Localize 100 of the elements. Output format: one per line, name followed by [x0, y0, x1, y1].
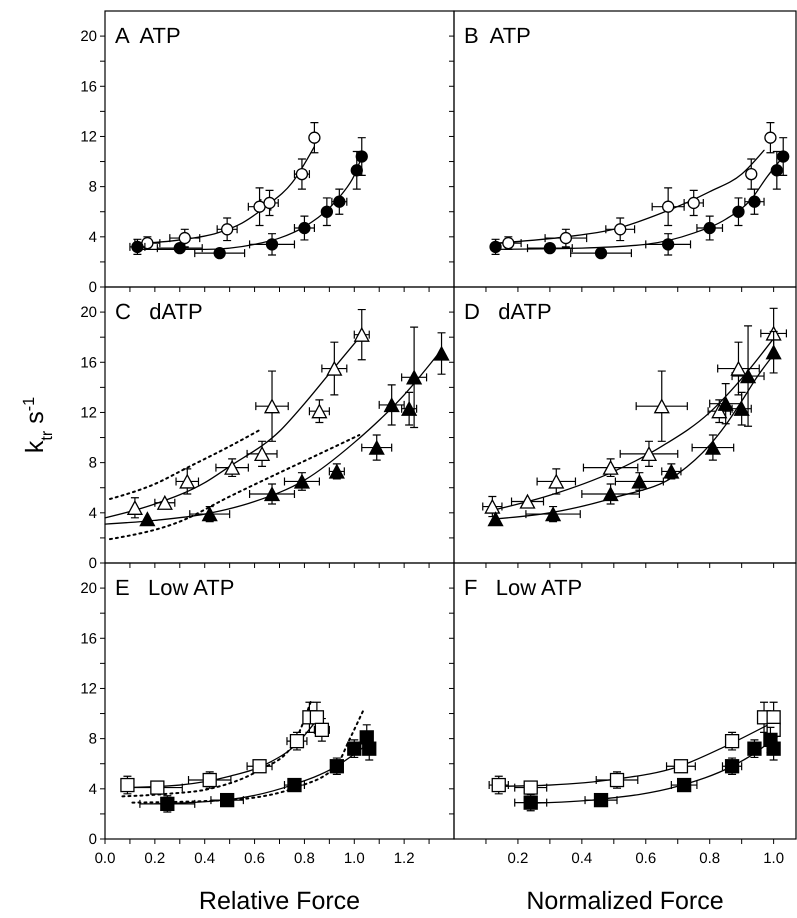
point — [688, 196, 700, 210]
point — [724, 759, 740, 774]
point — [730, 361, 746, 376]
y-tick-label: 16 — [80, 78, 97, 96]
y-tick-label: 8 — [88, 178, 97, 196]
text: D dATP — [464, 299, 552, 324]
point — [298, 222, 311, 234]
point — [545, 506, 561, 522]
point — [766, 742, 781, 756]
point — [524, 795, 538, 810]
point — [777, 150, 790, 163]
point — [747, 742, 762, 756]
x-tick-label: 0.2 — [507, 850, 528, 867]
text: A ATP — [115, 23, 181, 48]
point — [705, 440, 721, 455]
x-tick-label: 0.4 — [194, 850, 216, 867]
point — [674, 759, 688, 774]
point — [127, 500, 143, 515]
point — [174, 242, 186, 254]
point — [369, 440, 384, 455]
point — [734, 402, 750, 416]
point — [384, 398, 400, 412]
x-axis-title: Relative Force — [198, 887, 360, 915]
y-tick-label: 20 — [80, 304, 97, 322]
point — [362, 742, 376, 756]
point — [254, 446, 270, 462]
point — [263, 196, 276, 210]
point — [664, 464, 679, 479]
point — [312, 404, 328, 418]
point — [266, 238, 278, 250]
point — [202, 506, 218, 522]
point — [602, 486, 618, 502]
point — [704, 222, 716, 234]
y-tick-label: 12 — [80, 128, 97, 146]
y-tick-label: 8 — [88, 730, 97, 748]
point — [594, 792, 608, 808]
point — [264, 486, 280, 502]
point — [484, 499, 500, 514]
point — [732, 206, 745, 218]
point — [548, 474, 564, 489]
point — [434, 346, 450, 361]
x-tick-label: 0.0 — [94, 850, 116, 867]
point — [350, 164, 363, 176]
point — [654, 399, 670, 414]
x-tick-label: 0.2 — [144, 850, 166, 867]
y-tick-label: 4 — [88, 228, 97, 246]
point — [330, 759, 344, 774]
y-tick-label: 20 — [80, 28, 97, 46]
point — [766, 345, 782, 360]
point — [294, 474, 310, 489]
x-axis-title: Normalized Force — [526, 887, 724, 915]
y-tick-label: 4 — [88, 780, 97, 798]
text: C dATP — [115, 299, 203, 324]
point — [602, 460, 618, 475]
point — [310, 710, 324, 724]
y-tick-label: 12 — [80, 680, 97, 698]
point — [740, 368, 756, 384]
point — [492, 778, 506, 792]
y-tick-label: 0 — [88, 831, 97, 848]
point — [202, 772, 217, 788]
y-tick-label: 0 — [88, 555, 97, 572]
point — [221, 223, 234, 236]
point — [662, 238, 674, 250]
point — [488, 512, 504, 526]
point — [524, 780, 538, 795]
point — [178, 232, 191, 244]
x-tick-label: 0.8 — [699, 850, 720, 867]
y-tick-label: 4 — [88, 504, 97, 522]
y-tick-label: 16 — [80, 354, 97, 372]
x-tick-label: 0.8 — [294, 850, 315, 867]
point — [214, 246, 226, 260]
point — [320, 206, 334, 218]
point — [264, 399, 280, 414]
point — [157, 496, 172, 510]
point — [520, 494, 536, 509]
point — [718, 396, 734, 411]
point — [326, 361, 342, 376]
x-tick-label: 0.6 — [635, 850, 656, 867]
y-tick-label: 8 — [88, 454, 97, 472]
y-tick-label: 12 — [80, 404, 97, 422]
y-tick-label: 20 — [80, 580, 97, 598]
point — [150, 780, 164, 795]
point — [253, 200, 266, 213]
point — [160, 796, 174, 812]
point — [406, 370, 422, 384]
point — [770, 164, 783, 176]
point — [614, 223, 626, 236]
y-tick-label: 0 — [88, 279, 97, 296]
x-tick-label: 1.2 — [394, 850, 415, 867]
y-tick-label: 16 — [80, 630, 97, 648]
point — [662, 200, 674, 213]
point — [180, 474, 195, 489]
point — [560, 232, 572, 244]
point — [676, 778, 692, 792]
point — [745, 168, 758, 180]
x-tick-label: 0.6 — [244, 850, 265, 867]
point — [641, 446, 657, 462]
point — [544, 242, 556, 254]
point — [764, 132, 777, 144]
text: E Low ATP — [115, 575, 234, 600]
